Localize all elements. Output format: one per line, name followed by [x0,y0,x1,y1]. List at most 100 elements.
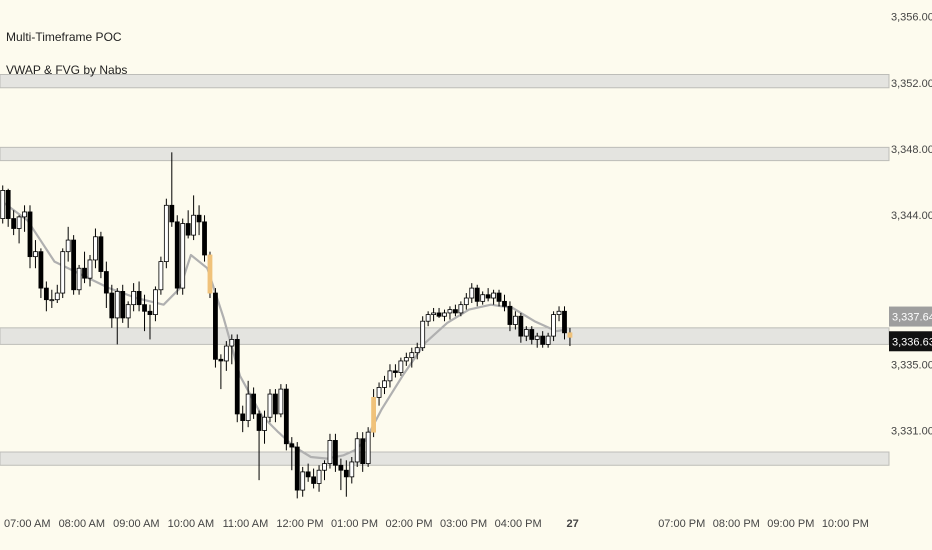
candle-body-6 [33,251,38,258]
candle-body-28 [153,289,158,315]
candle-body-35 [191,214,197,236]
x-tick-label: 08:00 AM [59,518,105,530]
candle-body-26 [142,304,147,312]
candle-body-8 [43,287,49,301]
candle-body-49 [267,393,273,418]
candle-body-44 [240,413,246,421]
candle-body-70 [382,380,387,388]
candle-body-99 [540,335,546,345]
x-tick-label: 10:00 AM [168,518,214,530]
candle-body-22 [120,291,126,319]
candle-body-52 [283,388,289,445]
y-tick-label: 3,356.00 [891,12,932,24]
candle-body-78 [425,314,431,322]
candle-body-50 [273,393,278,415]
candle-body-4 [22,211,27,218]
candle-body-67 [365,431,371,465]
candle-body-21 [114,291,120,319]
candle-body-74 [403,357,409,362]
candle-body-95 [518,315,524,337]
candle-body-94 [513,315,518,325]
candle-body-9 [49,299,55,302]
candle-body-30 [163,204,169,263]
candle-body-85 [463,297,469,306]
candle-body-43 [234,339,240,415]
candle-body-37 [202,221,207,256]
x-tick-label: 04:00 PM [495,518,542,530]
candle-body-89 [485,294,491,299]
candle-body-91 [496,292,502,302]
candle-body-87 [474,287,480,302]
candle-body-102 [556,310,562,315]
candle-body-29 [158,261,164,291]
x-tick-label: 10:00 PM [822,518,869,530]
candle-body-33 [180,223,186,289]
indicator-label-vwap-fvg: VWAP & FVG by Nabs [6,63,128,77]
candle-body-76 [414,347,420,354]
candle-body-61 [333,440,338,466]
candle-body-79 [431,312,436,315]
x-tick-label: 11:00 AM [223,518,269,530]
candle-body-42 [229,339,235,347]
candle-body-104 [567,332,573,338]
poc-zone-2 [0,327,890,345]
candle-body-100 [545,335,551,345]
candle-body-83 [453,309,458,314]
candle-body-93 [507,305,513,325]
candle-body-71 [387,370,393,382]
candle-body-90 [491,292,496,299]
price-tag-prev [889,306,932,327]
y-tick-label: 3,331.00 [891,425,932,437]
candle-body-63 [343,469,349,478]
candle-body-47 [256,413,262,431]
candle-body-81 [442,312,447,317]
candle-body-12 [65,239,71,253]
candle-body-11 [60,251,66,294]
candle-body-25 [136,291,142,306]
candle-body-46 [251,393,257,415]
x-tick-label: 27 [567,518,579,530]
candle-body-54 [294,446,300,491]
candle-body-62 [338,464,344,471]
candle-body-103 [562,310,567,334]
candle-body-45 [245,393,251,421]
candle-body-7 [38,251,44,289]
candle-body-64 [349,461,355,478]
candle-body-48 [262,416,267,431]
candle-body-59 [322,463,327,471]
y-tick-label: 3,348.00 [891,144,932,156]
x-tick-label: 07:00 PM [658,518,705,530]
x-tick-label: 07:00 AM [4,518,50,530]
candle-body-86 [469,287,475,299]
candle-body-53 [289,443,295,448]
x-tick-label: 03:00 PM [440,518,487,530]
candle-body-24 [131,291,137,306]
candle-body-32 [174,221,180,289]
candle-body-69 [376,387,382,398]
candle-body-98 [534,335,540,340]
poc-zone-3 [0,451,890,466]
price-tag-current [889,331,932,352]
candle-body-96 [523,329,529,337]
candle-body-0 [0,190,6,219]
candle-body-97 [529,329,535,340]
candle-body-1 [5,190,11,219]
x-tick-label: 12:00 PM [276,518,323,530]
x-tick-label: 09:00 AM [113,518,159,530]
candle-body-5 [27,211,33,258]
price-tag-label-prev: 3,337.64 [892,312,932,324]
candle-body-10 [54,292,60,301]
poc-zone-1 [0,146,890,162]
candle-body-73 [398,360,404,373]
candle-body-82 [447,309,453,314]
candle-body-101 [551,314,556,337]
candle-body-41 [223,345,229,362]
candle-body-66 [360,438,366,465]
candle-body-39 [213,292,218,360]
y-tick-label: 3,352.00 [891,78,932,90]
poc-zone-0 [0,74,890,89]
candle-body-57 [311,476,317,484]
candle-body-77 [420,320,426,349]
